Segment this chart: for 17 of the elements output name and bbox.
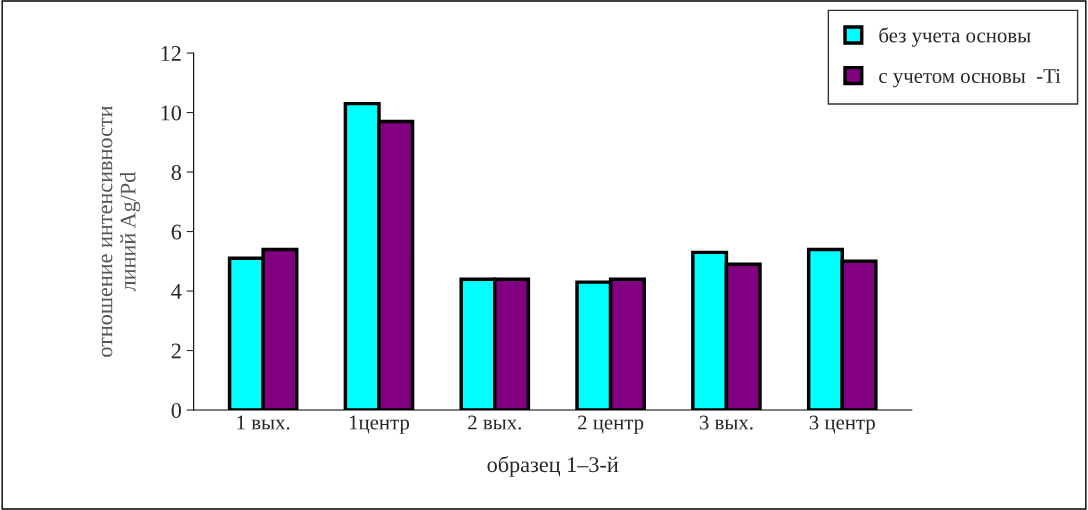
x-tick-label: 2 центр xyxy=(578,415,644,434)
x-tick-label: 1 вых. xyxy=(237,415,290,430)
y-axis-title: отношение интенсивности линий Ag/Pd xyxy=(101,105,141,357)
x-tick-label: 1центр xyxy=(349,415,410,434)
y-tick-label: 6 xyxy=(171,224,182,240)
y-tick-label: 0 xyxy=(171,402,182,418)
x-axis-title: образец 1–3-й xyxy=(487,456,619,477)
y-tick-label: 12 xyxy=(161,46,181,61)
x-tick-label: 3 вых. xyxy=(699,415,753,430)
legend-label: с учетом основы -Ti xyxy=(879,69,1061,88)
y-tick-label: 2 xyxy=(171,343,181,359)
x-tick-label: 3 центр xyxy=(809,415,875,434)
y-tick-label: 4 xyxy=(171,284,182,299)
x-tick-label: 2 вых. xyxy=(468,415,521,430)
y-tick-label: 10 xyxy=(161,105,182,121)
y-tick-label: 8 xyxy=(171,164,182,180)
legend-label: без учета основы xyxy=(879,27,1031,47)
